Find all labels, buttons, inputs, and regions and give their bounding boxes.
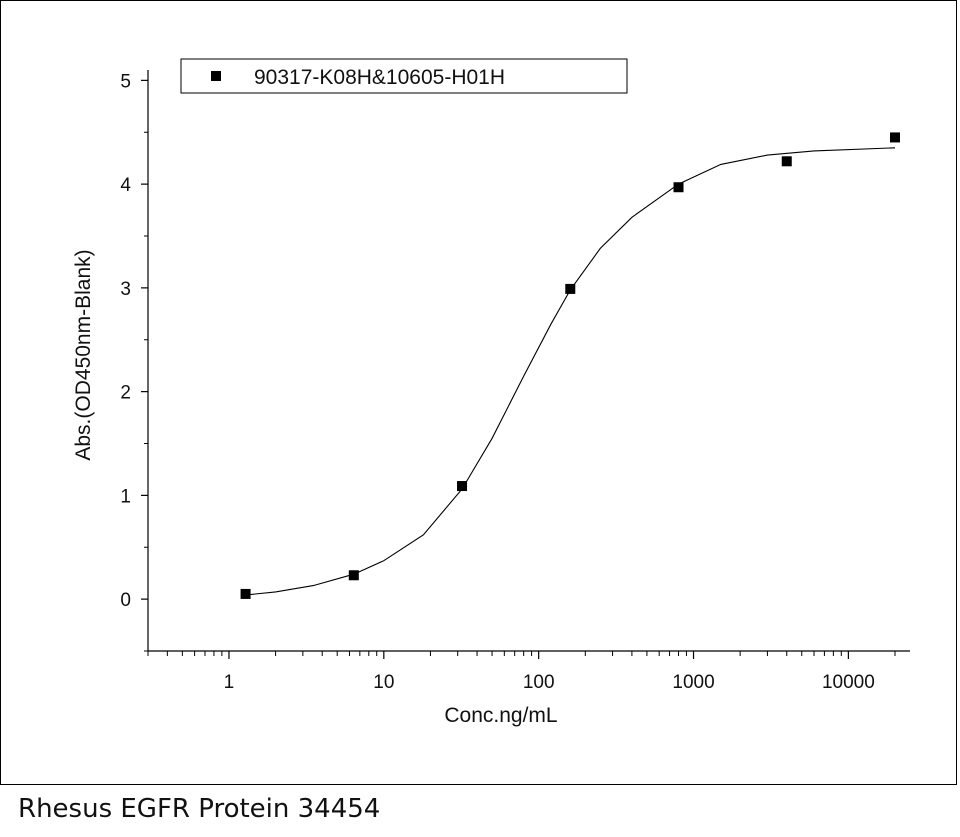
x-tick-label: 10 (373, 672, 394, 693)
fit-curve-group (245, 147, 896, 596)
y-tick-label: 4 (120, 175, 131, 196)
y-tick-label: 1 (120, 486, 131, 507)
chart: 0 1 2 3 4 5 1 10 100 1000 10000 90317-K08H&10605-H… (72, 58, 910, 727)
x-tick-label: 1000 (672, 672, 714, 693)
x-axis-label: Conc.ng/mL (444, 704, 557, 727)
data-point (673, 182, 684, 193)
legend-box (180, 58, 628, 94)
data-point (348, 570, 359, 581)
data-point (889, 132, 900, 143)
figure-frame (0, 0, 957, 785)
fit-curve (245, 147, 896, 596)
axes: 0 1 2 3 4 5 1 10 100 1000 10000 (120, 70, 910, 693)
y-axis-label: Abs.(OD450nm-Blank) (72, 249, 95, 460)
y-tick-label: 0 (120, 590, 131, 611)
data-points (240, 132, 900, 599)
data-point (565, 283, 576, 294)
legend: 90317-K08H&10605-H01H (180, 58, 628, 94)
y-tick-label: 5 (120, 71, 131, 92)
legend-marker (211, 71, 221, 81)
y-tick-label: 2 (120, 383, 131, 404)
y-tick-label: 3 (120, 279, 131, 300)
legend-label: 90317-K08H&10605-H01H (254, 66, 505, 89)
data-point (781, 156, 792, 167)
x-tick-label: 100 (523, 672, 555, 693)
figure-caption: Rhesus EGFR Protein 34454 (18, 794, 381, 824)
data-point (457, 481, 468, 492)
data-point (240, 588, 251, 599)
x-tick-label: 1 (224, 672, 235, 693)
x-tick-label: 10000 (822, 672, 875, 693)
